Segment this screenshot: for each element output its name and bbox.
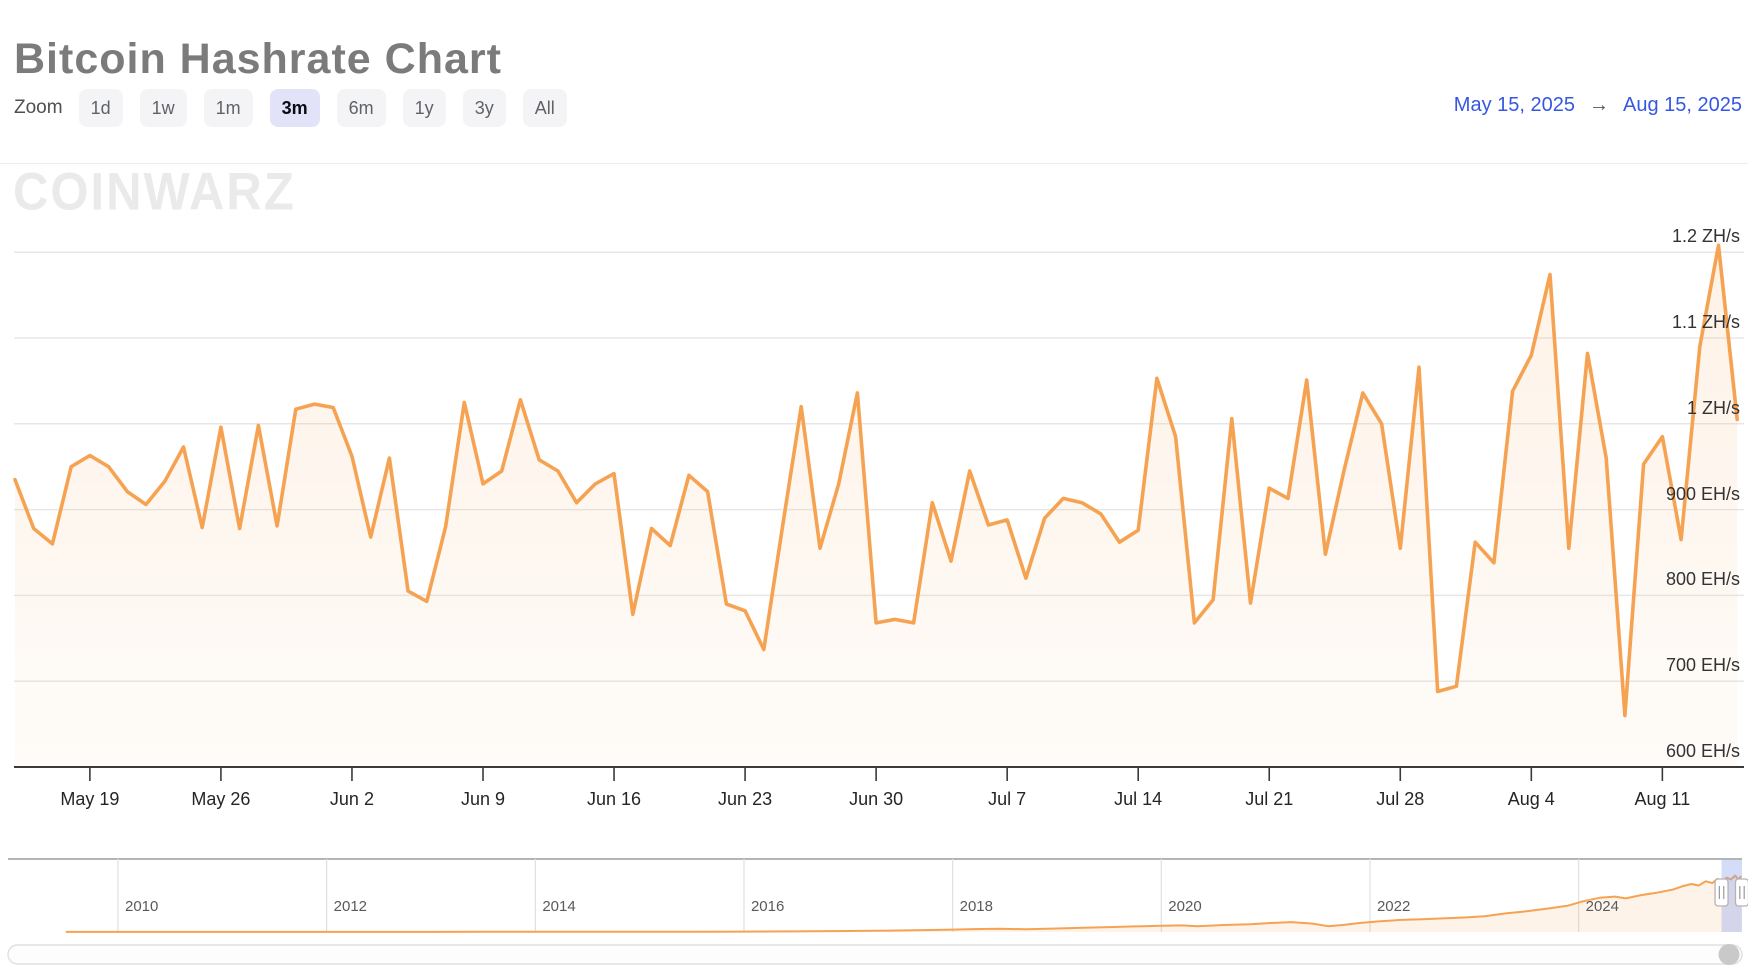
y-axis-label: 1 ZH/s xyxy=(1686,397,1740,418)
page-title: Bitcoin Hashrate Chart xyxy=(14,34,502,83)
navigator-year-label: 2022 xyxy=(1376,898,1411,915)
y-axis-label: 1.1 ZH/s xyxy=(1671,312,1740,332)
x-axis-label: Aug 11 xyxy=(1634,789,1691,809)
scrollbar-thumb[interactable] xyxy=(1718,944,1740,965)
range-button-3m[interactable]: 3m xyxy=(269,89,320,127)
scrollbar[interactable] xyxy=(7,944,1743,965)
navigator-year-label: 2016 xyxy=(750,898,785,915)
x-axis-label: May 26 xyxy=(191,789,251,809)
range-button-3y[interactable]: 3y xyxy=(462,89,506,127)
x-axis-label: Jul 21 xyxy=(1245,789,1294,809)
navigator-year-label: 2014 xyxy=(542,898,576,915)
header-divider xyxy=(0,163,1748,164)
navigator-year-label: 2010 xyxy=(125,898,159,915)
y-axis-label: 600 EH/s xyxy=(1665,741,1740,761)
scrollbar-track[interactable] xyxy=(7,944,1743,965)
range-button-1m[interactable]: 1m xyxy=(203,89,253,127)
range-button-1y[interactable]: 1y xyxy=(402,89,446,127)
date-to[interactable]: Aug 15, 2025 xyxy=(1623,94,1742,116)
navigator-year-label: 2012 xyxy=(333,898,368,915)
date-range: May 15, 2025 → Aug 15, 2025 xyxy=(1454,94,1742,117)
arrow-right-icon: → xyxy=(1589,94,1609,116)
x-axis-label: Aug 4 xyxy=(1507,789,1555,809)
y-axis-label: 900 EH/s xyxy=(1665,483,1740,504)
x-axis-label: Jul 14 xyxy=(1114,789,1163,809)
zoom-label: Zoom xyxy=(14,97,63,118)
range-button-6m[interactable]: 6m xyxy=(336,89,386,127)
range-button-1d[interactable]: 1d xyxy=(78,89,123,127)
y-axis-label: 800 EH/s xyxy=(1665,569,1740,590)
navigator-year-label: 2018 xyxy=(959,898,993,915)
x-axis-label: Jul 28 xyxy=(1376,789,1425,809)
y-axis-label: 700 EH/s xyxy=(1665,655,1740,676)
range-button-1w[interactable]: 1w xyxy=(139,89,187,127)
date-from[interactable]: May 15, 2025 xyxy=(1453,94,1575,116)
x-axis-label: Jun 2 xyxy=(329,789,374,809)
main-series xyxy=(13,243,1739,767)
x-axis-label: Jun 16 xyxy=(587,789,642,809)
y-axis-label: 1.2 ZH/s xyxy=(1671,226,1740,247)
coinwarz-watermark: CoinWarz xyxy=(13,163,296,222)
x-axis xyxy=(14,766,1744,781)
x-axis-label: Jun 30 xyxy=(849,789,904,809)
x-axis-label: Jun 9 xyxy=(460,789,506,809)
toolbar: Zoom 1d 1w 1m 3m 6m 1y 3y All xyxy=(14,88,567,128)
hashrate-line xyxy=(13,243,1739,718)
navigator-handle-right[interactable] xyxy=(1734,878,1748,907)
navigator-handle-left[interactable] xyxy=(1714,878,1729,907)
x-axis-label: Jun 23 xyxy=(718,789,773,809)
navigator-year-label: 2024 xyxy=(1585,898,1619,915)
navigator-selected-range[interactable] xyxy=(1721,860,1742,932)
navigator-year-label: 2020 xyxy=(1168,898,1202,915)
range-buttons: 1d 1w 1m 3m 6m 1y 3y All xyxy=(78,89,567,127)
navigator[interactable] xyxy=(8,858,1748,933)
range-button-all[interactable]: All xyxy=(522,89,567,127)
x-axis-label: May 19 xyxy=(60,789,120,809)
x-axis-label: Jul 7 xyxy=(988,789,1027,809)
